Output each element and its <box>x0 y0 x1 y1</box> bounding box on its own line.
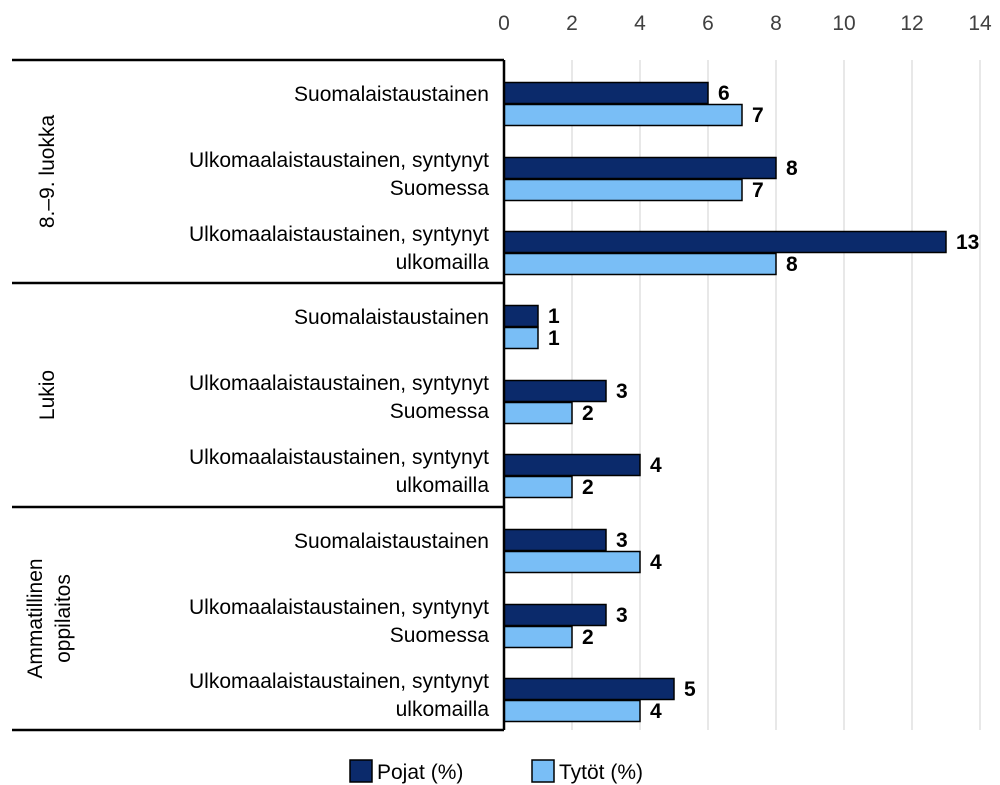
x-tick-label: 8 <box>770 12 782 35</box>
x-tick-label: 14 <box>968 12 992 35</box>
group-label: oppilaitos <box>52 574 75 663</box>
category-label: Ulkomaalaistaustainen, syntynyt <box>189 670 489 693</box>
bar-tytot <box>503 178 743 202</box>
legend: Pojat (%) Tytöt (%) <box>349 759 643 784</box>
data-label: 6 <box>718 82 730 105</box>
category-label: ulkomailla <box>396 698 490 721</box>
category-label: Ulkomaalaistaustainen, syntynyt <box>189 596 489 619</box>
bar-pojat <box>503 304 539 328</box>
data-label: 5 <box>684 678 696 701</box>
category-label: Ulkomaalaistaustainen, syntynyt <box>189 223 489 246</box>
data-label: 2 <box>582 402 594 425</box>
category-label: Ulkomaalaistaustainen, syntynyt <box>189 149 489 172</box>
category-label: Suomessa <box>390 624 490 647</box>
legend-swatch-pojat <box>349 759 373 783</box>
bar-pojat <box>503 603 607 627</box>
category-label: Suomalaistaustainen <box>294 530 489 553</box>
category-label: Suomalaistaustainen <box>294 306 489 329</box>
bar-tytot <box>503 699 641 723</box>
bar-tytot <box>503 326 539 350</box>
data-label: 3 <box>616 529 628 552</box>
category-label: Suomessa <box>390 400 490 423</box>
data-label: 3 <box>616 380 628 403</box>
bar-pojat <box>503 453 641 477</box>
data-label: 2 <box>582 626 594 649</box>
x-tick-label: 6 <box>702 12 714 35</box>
bar-tytot <box>503 103 743 127</box>
data-label: 7 <box>752 179 764 202</box>
category-label: Suomalaistaustainen <box>294 83 489 106</box>
x-tick-label: 12 <box>900 12 923 35</box>
bar-tytot <box>503 252 777 276</box>
data-label: 4 <box>650 454 662 477</box>
data-label: 1 <box>548 305 560 328</box>
bar-pojat <box>503 230 947 254</box>
data-label: 2 <box>582 476 594 499</box>
bars <box>503 81 947 723</box>
bar-pojat <box>503 677 675 701</box>
category-label: Ulkomaalaistaustainen, syntynyt <box>189 446 489 469</box>
bar-tytot <box>503 475 573 499</box>
bar-pojat <box>503 156 777 180</box>
bar-tytot <box>503 550 641 574</box>
legend-label: Pojat (%) <box>377 761 463 784</box>
data-label: 13 <box>956 231 979 254</box>
legend-label: Tytöt (%) <box>559 761 643 784</box>
legend-swatch-tytot <box>531 759 555 783</box>
x-tick-label: 0 <box>498 12 510 35</box>
bar-tytot <box>503 401 573 425</box>
x-tick-label: 10 <box>832 12 855 35</box>
data-label: 8 <box>786 157 798 180</box>
category-label: ulkomailla <box>396 474 490 497</box>
data-label: 7 <box>752 104 764 127</box>
bar-pojat <box>503 379 607 403</box>
data-label: 4 <box>650 551 662 574</box>
category-label: Ulkomaalaistaustainen, syntynyt <box>189 372 489 395</box>
x-tick-label: 4 <box>634 12 646 35</box>
category-label: ulkomailla <box>396 251 490 274</box>
bar-pojat <box>503 81 709 105</box>
x-axis-tick-labels: 0 2 4 6 8 10 12 14 <box>498 12 992 35</box>
data-label: 3 <box>616 604 628 627</box>
category-labels: Suomalaistaustainen Ulkomaalaistaustainen… <box>189 83 489 721</box>
data-label: 1 <box>548 327 560 350</box>
group-brackets: 8.–9. luokka Lukio Ammatillinen oppilaitos <box>12 58 506 732</box>
group-label: Lukio <box>36 370 59 420</box>
bar-tytot <box>503 625 573 649</box>
bar-pojat <box>503 528 607 552</box>
x-tick-label: 2 <box>566 12 578 35</box>
group-label: 8.–9. luokka <box>36 115 59 229</box>
data-label: 4 <box>650 700 662 723</box>
group-label: Ammatillinen <box>24 558 47 678</box>
data-label: 8 <box>786 253 798 276</box>
category-label: Suomessa <box>390 177 490 200</box>
